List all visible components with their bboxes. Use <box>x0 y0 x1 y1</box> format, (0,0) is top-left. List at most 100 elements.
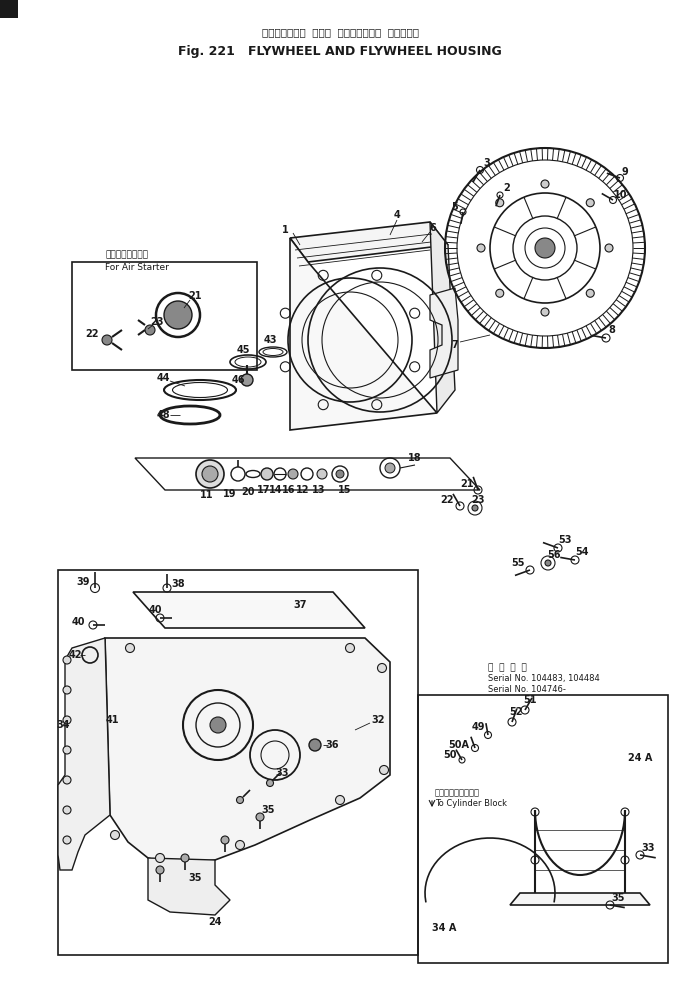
Text: シリンダブロックへ: シリンダブロックへ <box>435 788 480 797</box>
Text: 12: 12 <box>296 485 310 495</box>
Circle shape <box>586 289 594 297</box>
Polygon shape <box>290 238 437 430</box>
Circle shape <box>336 470 344 478</box>
Text: 54: 54 <box>575 547 589 557</box>
Text: 53: 53 <box>558 535 572 545</box>
Text: 18: 18 <box>408 453 422 463</box>
Polygon shape <box>133 592 365 628</box>
Text: 16: 16 <box>282 485 296 495</box>
Circle shape <box>63 686 71 694</box>
Circle shape <box>288 469 298 479</box>
Circle shape <box>202 466 218 482</box>
Circle shape <box>535 238 555 258</box>
Circle shape <box>196 460 224 488</box>
Text: 40: 40 <box>148 605 162 615</box>
Text: 22: 22 <box>440 495 454 505</box>
Text: 34: 34 <box>56 720 70 730</box>
Circle shape <box>63 806 71 814</box>
Text: 15: 15 <box>338 485 352 495</box>
Bar <box>0 0 18 18</box>
Text: 36: 36 <box>325 740 339 750</box>
Circle shape <box>309 739 321 751</box>
Circle shape <box>541 180 549 188</box>
Text: 22: 22 <box>85 329 99 339</box>
Circle shape <box>496 199 504 206</box>
Text: 52: 52 <box>509 707 523 717</box>
Text: For Air Starter: For Air Starter <box>105 262 169 271</box>
Circle shape <box>267 780 273 786</box>
Text: 33: 33 <box>275 768 289 778</box>
Text: 8: 8 <box>609 325 615 335</box>
Text: 38: 38 <box>171 579 185 589</box>
Circle shape <box>335 795 345 804</box>
Text: 43: 43 <box>263 335 277 345</box>
Circle shape <box>477 244 485 252</box>
Circle shape <box>156 866 164 874</box>
Text: 34 A: 34 A <box>432 923 456 933</box>
Text: 24 A: 24 A <box>628 753 652 763</box>
Circle shape <box>63 656 71 664</box>
Bar <box>72 262 257 370</box>
Text: 35: 35 <box>261 805 275 815</box>
Polygon shape <box>58 638 110 870</box>
Text: 13: 13 <box>312 485 326 495</box>
Polygon shape <box>105 638 390 865</box>
Circle shape <box>586 199 594 206</box>
Text: 40: 40 <box>71 617 85 627</box>
Text: 14: 14 <box>269 485 283 495</box>
Text: 48: 48 <box>156 410 170 420</box>
Text: 44: 44 <box>156 373 170 383</box>
Text: 56: 56 <box>547 550 561 560</box>
Circle shape <box>156 853 165 862</box>
Circle shape <box>261 468 273 480</box>
Circle shape <box>164 301 192 329</box>
Circle shape <box>472 505 478 511</box>
Circle shape <box>145 325 155 335</box>
Polygon shape <box>430 222 455 413</box>
Text: 50A: 50A <box>449 740 469 750</box>
Circle shape <box>181 854 189 862</box>
Text: To Cylinder Block: To Cylinder Block <box>435 799 507 808</box>
Text: 1: 1 <box>282 225 288 235</box>
Circle shape <box>63 836 71 844</box>
Text: 19: 19 <box>223 489 237 499</box>
Circle shape <box>110 831 120 839</box>
Text: 35: 35 <box>611 893 625 903</box>
Circle shape <box>126 644 135 653</box>
Text: 10: 10 <box>614 190 628 200</box>
Circle shape <box>496 289 504 297</box>
Text: 20: 20 <box>241 487 255 497</box>
Text: 21: 21 <box>188 291 202 301</box>
Text: 5: 5 <box>452 202 458 212</box>
Text: 17: 17 <box>257 485 271 495</box>
Text: 24: 24 <box>208 917 222 927</box>
Polygon shape <box>430 288 458 378</box>
Text: 51: 51 <box>523 695 537 705</box>
Text: Serial No. 104746-: Serial No. 104746- <box>488 685 566 695</box>
Text: 23: 23 <box>150 317 164 327</box>
Text: 33: 33 <box>641 843 655 853</box>
Text: 45: 45 <box>236 345 250 355</box>
Text: 9: 9 <box>622 167 628 177</box>
Circle shape <box>605 244 613 252</box>
Polygon shape <box>290 222 448 262</box>
Text: 32: 32 <box>371 715 385 725</box>
Text: 42: 42 <box>68 650 82 660</box>
Text: 39: 39 <box>76 577 90 587</box>
Text: Fig. 221   FLYWHEEL AND FLYWHEEL HOUSING: Fig. 221 FLYWHEEL AND FLYWHEEL HOUSING <box>178 45 502 59</box>
Text: 6: 6 <box>430 223 437 233</box>
Text: 46: 46 <box>231 375 245 385</box>
Circle shape <box>317 469 327 479</box>
Circle shape <box>241 374 253 386</box>
Text: 7: 7 <box>452 340 458 350</box>
Circle shape <box>221 836 229 844</box>
Text: 11: 11 <box>200 490 214 500</box>
Circle shape <box>545 560 551 566</box>
Text: Serial No. 104483, 104484: Serial No. 104483, 104484 <box>488 674 600 683</box>
Circle shape <box>237 796 243 803</box>
Circle shape <box>345 644 354 653</box>
Circle shape <box>377 664 386 672</box>
Text: エアースタータ用: エアースタータ用 <box>105 251 148 260</box>
Bar <box>418 695 668 963</box>
Circle shape <box>63 776 71 784</box>
